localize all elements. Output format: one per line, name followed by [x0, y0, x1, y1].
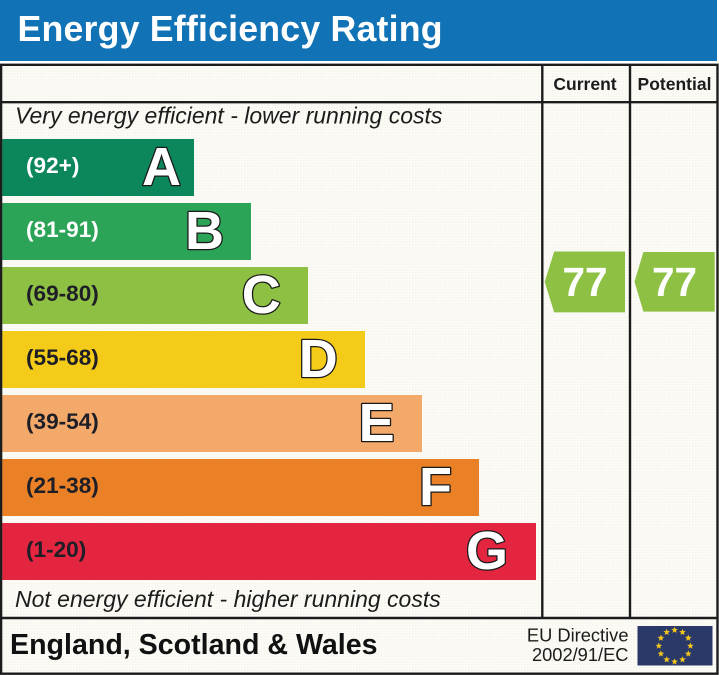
svg-text:Potential: Potential — [638, 74, 712, 94]
svg-text:G: G — [466, 521, 508, 581]
svg-text:England, Scotland & Wales: England, Scotland & Wales — [10, 629, 378, 661]
svg-text:(39-54): (39-54) — [26, 409, 99, 434]
svg-text:E: E — [359, 393, 395, 453]
svg-text:B: B — [185, 201, 224, 261]
svg-text:(69-80): (69-80) — [26, 281, 99, 306]
svg-text:Current: Current — [553, 74, 616, 94]
svg-text:Energy Efficiency Rating: Energy Efficiency Rating — [18, 9, 443, 49]
svg-text:(1-20): (1-20) — [26, 537, 86, 562]
svg-text:(55-68): (55-68) — [26, 345, 99, 370]
svg-text:Not energy efficient - higher: Not energy efficient - higher running co… — [15, 586, 441, 612]
svg-text:D: D — [299, 329, 338, 389]
svg-text:(81-91): (81-91) — [26, 217, 99, 242]
svg-text:Very energy efficient - lower: Very energy efficient - lower running co… — [15, 103, 443, 129]
svg-text:77: 77 — [652, 259, 697, 305]
svg-text:A: A — [142, 137, 181, 197]
svg-text:77: 77 — [562, 259, 607, 305]
svg-text:C: C — [242, 265, 281, 325]
svg-text:EU Directive: EU Directive — [527, 624, 629, 645]
svg-text:(92+): (92+) — [26, 153, 79, 178]
svg-text:(21-38): (21-38) — [26, 473, 99, 498]
svg-text:2002/91/EC: 2002/91/EC — [532, 644, 629, 665]
svg-text:F: F — [419, 457, 452, 517]
